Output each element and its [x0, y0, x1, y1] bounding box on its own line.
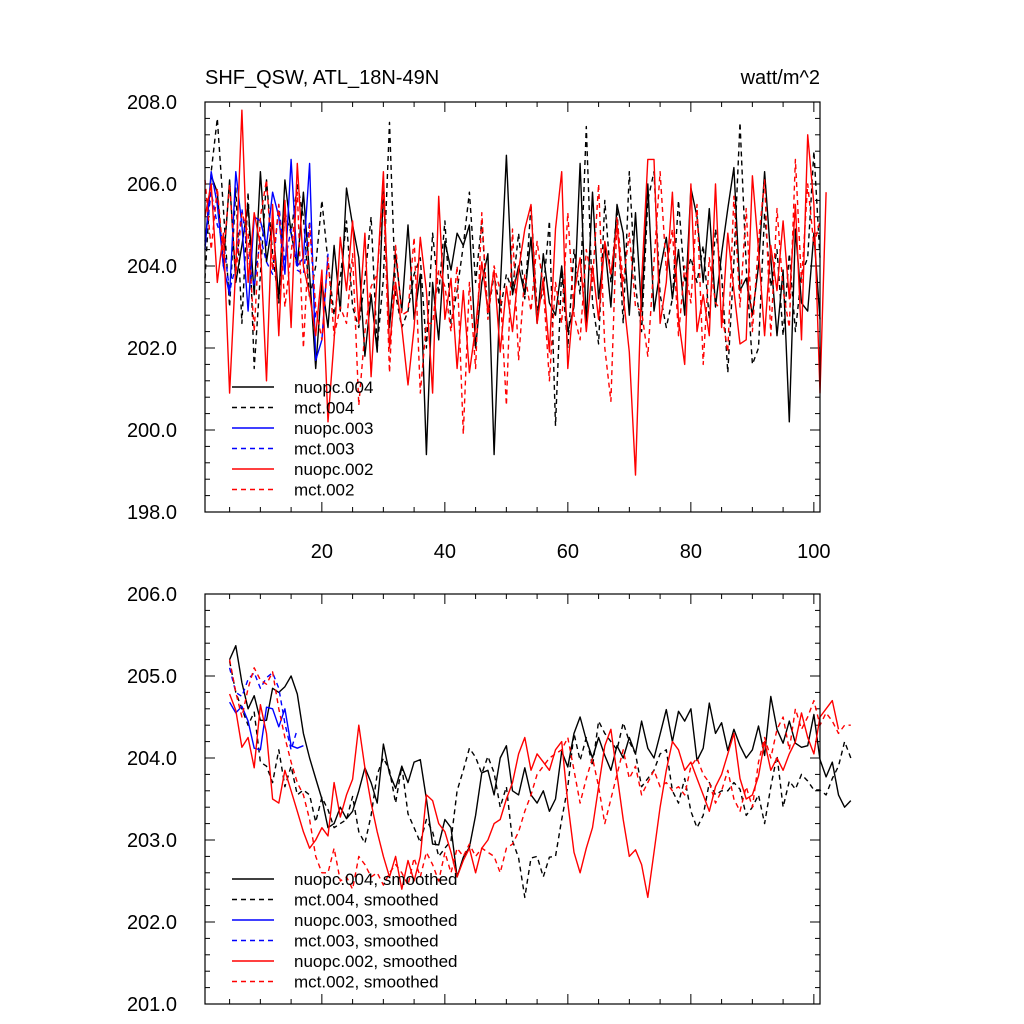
bottom-series-group [228, 645, 852, 899]
y-tick-label: 203.0 [127, 830, 177, 852]
legend-label-mct-002: mct.002 [294, 481, 354, 500]
bottom-plot-frame [204, 593, 821, 1005]
top-series-group [204, 109, 827, 476]
legend-label-nuopc-003-smoothed: nuopc.003, smoothed [294, 911, 458, 930]
legend-label-nuopc-004-smoothed: nuopc.004, smoothed [294, 870, 458, 889]
y-tick-label: 206.0 [127, 584, 177, 606]
series-line-mct-004 [204, 117, 821, 427]
bottom-panel: 201.0 202.0 203.0 204.0 205.0 206.0 nuopc.004… [127, 584, 852, 1016]
y-tick-label: 201.0 [127, 994, 177, 1016]
legend-label-nuopc-003: nuopc.003 [294, 419, 373, 438]
legend-label-nuopc-004: nuopc.004 [294, 378, 373, 397]
bottom-axes: 201.0 202.0 203.0 204.0 205.0 206.0 [127, 584, 820, 1016]
series-line-nuopc-004-smoothed [228, 645, 852, 878]
y-tick-label: 205.0 [127, 666, 177, 688]
legend-label-mct-002-smoothed: mct.002, smoothed [294, 973, 439, 992]
x-tick-label: 80 [680, 541, 702, 563]
legend-label-mct-004-smoothed: mct.004, smoothed [294, 891, 439, 910]
top-axes: 198.0 200.0 202.0 204.0 206.0 208.0 20 40 60 80 10… [127, 92, 831, 563]
y-tick-label: 206.0 [127, 174, 177, 196]
legend-label-nuopc-002: nuopc.002 [294, 460, 373, 479]
y-tick-label: 204.0 [127, 748, 177, 770]
chart-title: SHF_QSW, ATL_18N-49N [205, 67, 439, 89]
legend-label-mct-003: mct.003 [294, 440, 354, 459]
series-line-mct-002-smoothed [228, 659, 851, 890]
y-tick-label: 204.0 [127, 256, 177, 278]
x-tick-label: 60 [557, 541, 579, 563]
legend-label-mct-004: mct.004 [294, 399, 354, 418]
y-tick-label: 200.0 [127, 420, 177, 442]
y-tick-label: 202.0 [127, 912, 177, 934]
legend-label-nuopc-002-smoothed: nuopc.002, smoothed [294, 952, 458, 971]
y-tick-label: 208.0 [127, 92, 177, 114]
top-plot-frame [204, 101, 821, 513]
series-line-mct-004-smoothed [228, 661, 852, 899]
legend-label-mct-003-smoothed: mct.003, smoothed [294, 932, 439, 951]
y-tick-label: 202.0 [127, 338, 177, 360]
x-tick-label: 40 [434, 541, 456, 563]
y-tick-label: 198.0 [127, 502, 177, 524]
top-panel: SHF_QSW, ATL_18N-49N watt/m^2 198.0 200.0… [127, 67, 831, 563]
series-line-mct-002 [204, 158, 821, 435]
units-label: watt/m^2 [740, 67, 820, 89]
x-tick-label: 20 [311, 541, 333, 563]
x-tick-label: 100 [797, 541, 830, 563]
series-line-nuopc-004 [204, 154, 821, 456]
series-line-nuopc-003-smoothed [228, 701, 304, 751]
series-line-nuopc-002-smoothed [228, 693, 840, 899]
